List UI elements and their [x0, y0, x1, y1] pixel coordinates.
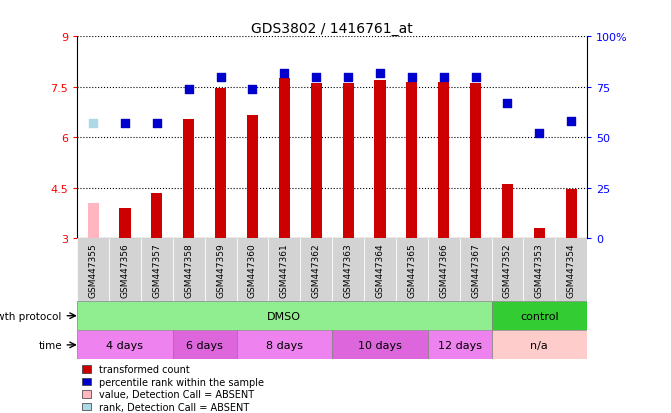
- FancyBboxPatch shape: [460, 239, 491, 301]
- Point: [183, 86, 194, 93]
- Text: GSM447363: GSM447363: [344, 243, 352, 297]
- Bar: [87, 204, 99, 239]
- Text: GSM447355: GSM447355: [89, 243, 97, 297]
- Point: [343, 74, 354, 81]
- Point: [470, 74, 481, 81]
- Text: 8 days: 8 days: [266, 340, 303, 350]
- Text: GSM447361: GSM447361: [280, 243, 289, 297]
- Point: [566, 119, 576, 125]
- Text: GSM447353: GSM447353: [535, 243, 544, 297]
- Point: [502, 100, 513, 107]
- FancyBboxPatch shape: [268, 239, 300, 301]
- Point: [215, 74, 226, 81]
- Text: growth protocol: growth protocol: [0, 311, 62, 321]
- Bar: [183, 119, 195, 239]
- Text: 4 days: 4 days: [107, 340, 144, 350]
- FancyBboxPatch shape: [523, 239, 556, 301]
- FancyBboxPatch shape: [173, 239, 205, 301]
- Legend: transformed count, percentile rank within the sample, value, Detection Call = AB: transformed count, percentile rank withi…: [82, 364, 264, 412]
- Bar: [374, 81, 386, 239]
- Bar: [278, 79, 290, 239]
- FancyBboxPatch shape: [77, 239, 109, 301]
- Text: 10 days: 10 days: [358, 340, 402, 350]
- Bar: [247, 116, 258, 239]
- FancyBboxPatch shape: [141, 239, 173, 301]
- Point: [374, 70, 385, 77]
- Text: GSM447356: GSM447356: [121, 243, 130, 297]
- Text: GSM447359: GSM447359: [216, 243, 225, 297]
- FancyBboxPatch shape: [109, 239, 141, 301]
- FancyBboxPatch shape: [332, 239, 364, 301]
- Text: GSM447358: GSM447358: [185, 243, 193, 297]
- Point: [247, 86, 258, 93]
- Bar: [566, 190, 577, 239]
- Text: GSM447367: GSM447367: [471, 243, 480, 297]
- Text: GSM447360: GSM447360: [248, 243, 257, 297]
- Title: GDS3802 / 1416761_at: GDS3802 / 1416761_at: [251, 22, 413, 36]
- FancyBboxPatch shape: [77, 301, 491, 330]
- FancyBboxPatch shape: [77, 330, 173, 360]
- Text: GSM447352: GSM447352: [503, 243, 512, 297]
- FancyBboxPatch shape: [428, 239, 460, 301]
- FancyBboxPatch shape: [236, 330, 332, 360]
- Text: GSM447357: GSM447357: [152, 243, 161, 297]
- Point: [438, 74, 449, 81]
- Text: GSM447365: GSM447365: [407, 243, 416, 297]
- Text: control: control: [520, 311, 559, 321]
- Bar: [470, 84, 481, 239]
- Bar: [311, 84, 322, 239]
- Point: [407, 74, 417, 81]
- Text: GSM447364: GSM447364: [376, 243, 384, 297]
- Text: GSM447354: GSM447354: [567, 243, 576, 297]
- FancyBboxPatch shape: [396, 239, 428, 301]
- Point: [534, 131, 545, 137]
- Text: 6 days: 6 days: [187, 340, 223, 350]
- Point: [279, 70, 290, 77]
- Text: time: time: [38, 340, 62, 350]
- FancyBboxPatch shape: [300, 239, 332, 301]
- Bar: [119, 209, 131, 239]
- Bar: [438, 83, 450, 239]
- Bar: [533, 229, 545, 239]
- Text: n/a: n/a: [531, 340, 548, 350]
- FancyBboxPatch shape: [491, 330, 587, 360]
- Text: 12 days: 12 days: [437, 340, 482, 350]
- Bar: [502, 185, 513, 239]
- FancyBboxPatch shape: [491, 301, 587, 330]
- FancyBboxPatch shape: [556, 239, 587, 301]
- Point: [311, 74, 321, 81]
- Text: DMSO: DMSO: [267, 311, 301, 321]
- Bar: [215, 89, 226, 239]
- Point: [119, 121, 130, 127]
- FancyBboxPatch shape: [332, 330, 428, 360]
- Point: [88, 121, 99, 127]
- Bar: [406, 83, 417, 239]
- Point: [152, 121, 162, 127]
- Text: GSM447362: GSM447362: [312, 243, 321, 297]
- FancyBboxPatch shape: [236, 239, 268, 301]
- FancyBboxPatch shape: [428, 330, 491, 360]
- FancyBboxPatch shape: [491, 239, 523, 301]
- FancyBboxPatch shape: [173, 330, 236, 360]
- Bar: [342, 84, 354, 239]
- FancyBboxPatch shape: [205, 239, 236, 301]
- Text: GSM447366: GSM447366: [440, 243, 448, 297]
- FancyBboxPatch shape: [364, 239, 396, 301]
- Bar: [151, 193, 162, 239]
